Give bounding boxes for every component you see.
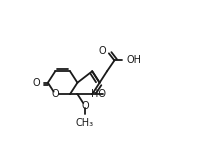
Text: O: O	[99, 46, 106, 56]
Text: O: O	[52, 89, 59, 99]
Text: O: O	[81, 100, 89, 111]
Text: OH: OH	[127, 55, 142, 66]
Text: O: O	[32, 78, 40, 88]
Text: CH₃: CH₃	[76, 118, 94, 128]
Text: HO: HO	[91, 89, 106, 99]
